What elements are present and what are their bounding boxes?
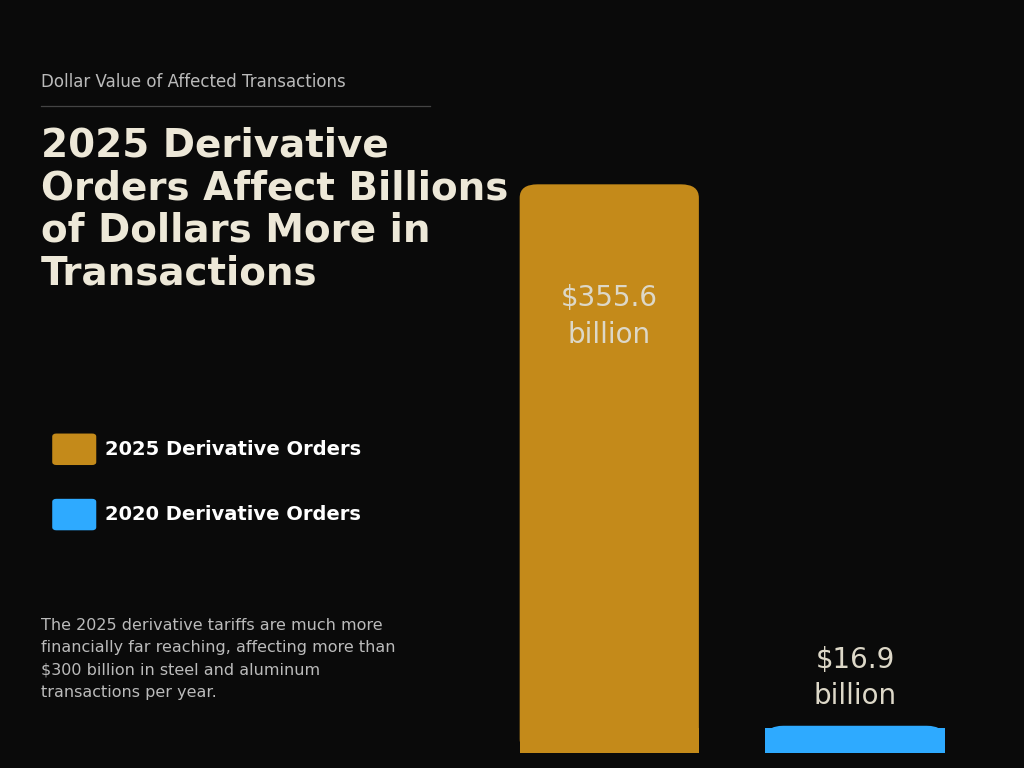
Text: 2025 Derivative Orders: 2025 Derivative Orders bbox=[105, 440, 361, 458]
Text: 2025 Derivative
Orders Affect Billions
of Dollars More in
Transactions: 2025 Derivative Orders Affect Billions o… bbox=[41, 127, 508, 292]
Text: 2020 Derivative Orders: 2020 Derivative Orders bbox=[105, 505, 361, 524]
Text: Dollar Value of Affected Transactions: Dollar Value of Affected Transactions bbox=[41, 73, 346, 91]
FancyBboxPatch shape bbox=[519, 184, 698, 753]
FancyBboxPatch shape bbox=[765, 726, 944, 753]
Bar bbox=[519, 728, 698, 753]
Text: The 2025 derivative tariffs are much more
financially far reaching, affecting mo: The 2025 derivative tariffs are much mor… bbox=[41, 618, 395, 700]
Text: $355.6
billion: $355.6 billion bbox=[561, 284, 657, 349]
FancyBboxPatch shape bbox=[52, 434, 96, 465]
FancyBboxPatch shape bbox=[52, 499, 96, 531]
Bar bbox=[765, 728, 944, 753]
Text: $16.9
billion: $16.9 billion bbox=[813, 646, 897, 710]
